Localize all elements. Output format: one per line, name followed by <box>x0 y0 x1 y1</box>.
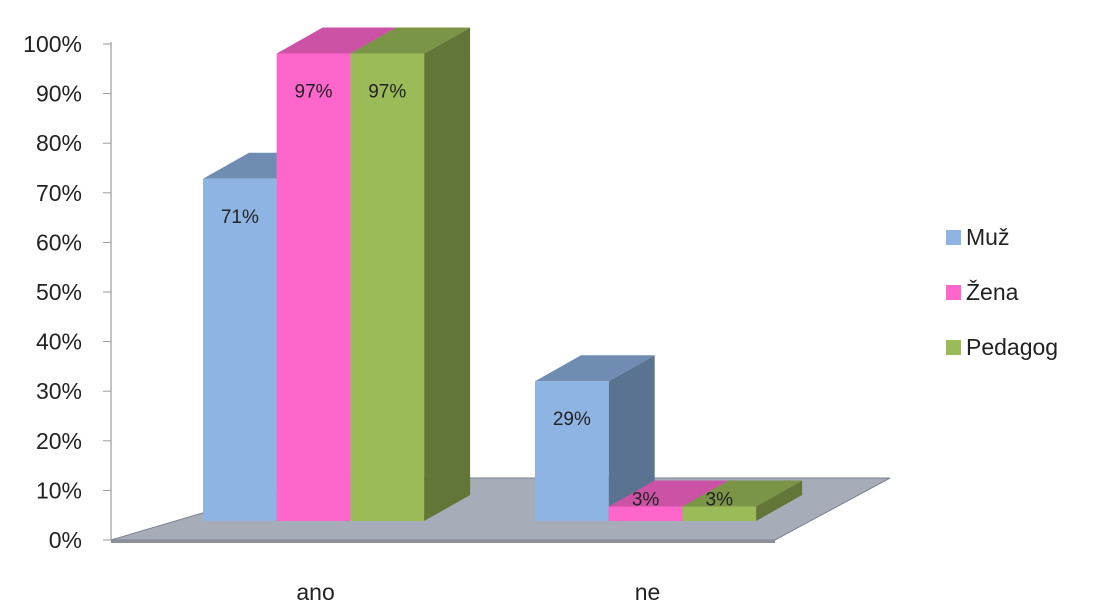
bar <box>535 355 655 521</box>
bar-front <box>682 506 757 521</box>
y-tick-label: 80% <box>36 130 82 156</box>
y-tick-label: 0% <box>49 527 82 553</box>
bar-front <box>608 506 683 521</box>
bar-side <box>756 480 803 521</box>
bar-top <box>608 480 729 507</box>
data-label: 3% <box>632 490 660 511</box>
bar-side <box>424 27 471 522</box>
floor-edge <box>111 540 775 543</box>
y-tick-label: 100% <box>23 31 82 57</box>
legend-label: Muž <box>966 224 1009 250</box>
y-tick-label: 30% <box>36 378 82 404</box>
data-label: 3% <box>706 490 734 511</box>
legend-item: Pedagog <box>946 334 1058 360</box>
y-tick-label: 20% <box>36 428 82 454</box>
bar <box>682 480 803 521</box>
y-tick-label: 10% <box>36 477 82 503</box>
data-label: 97% <box>295 81 333 102</box>
y-tick-label: 50% <box>36 279 82 305</box>
x-category-label: ne <box>635 579 661 605</box>
bar-front <box>350 53 425 522</box>
x-axis: ano ne <box>296 579 660 605</box>
y-tick-label: 90% <box>36 81 82 107</box>
legend-label: Pedagog <box>966 334 1058 360</box>
legend-swatch <box>946 285 961 300</box>
bar-front <box>276 53 351 522</box>
legend: Muž Žena Pedagog <box>946 224 1058 360</box>
bar-top <box>682 480 803 507</box>
y-tick-label: 70% <box>36 180 82 206</box>
bars <box>203 27 803 522</box>
data-label: 97% <box>368 81 406 102</box>
legend-item: Muž <box>946 224 1009 250</box>
bar-front <box>203 178 277 521</box>
bar <box>350 27 471 522</box>
y-tick-label: 40% <box>36 329 82 355</box>
data-label: 71% <box>221 207 259 228</box>
legend-swatch <box>946 230 961 245</box>
bar-top <box>350 27 471 54</box>
legend-swatch <box>946 340 961 355</box>
bar-top <box>535 355 655 382</box>
bar-front <box>535 381 609 521</box>
y-tick-label: 60% <box>36 229 82 255</box>
bar-side <box>608 355 655 521</box>
legend-item: Žena <box>946 279 1019 305</box>
x-category-label: ano <box>296 579 334 605</box>
data-labels: 71% 97% 97% 29% 3% 3% <box>221 81 733 510</box>
y-axis: 0% 10% 20% 30% 40% 50% 60% 70% 80% 90% 100% <box>23 31 111 553</box>
data-label: 29% <box>553 409 591 430</box>
bar-top <box>276 27 397 54</box>
legend-label: Žena <box>966 279 1019 305</box>
